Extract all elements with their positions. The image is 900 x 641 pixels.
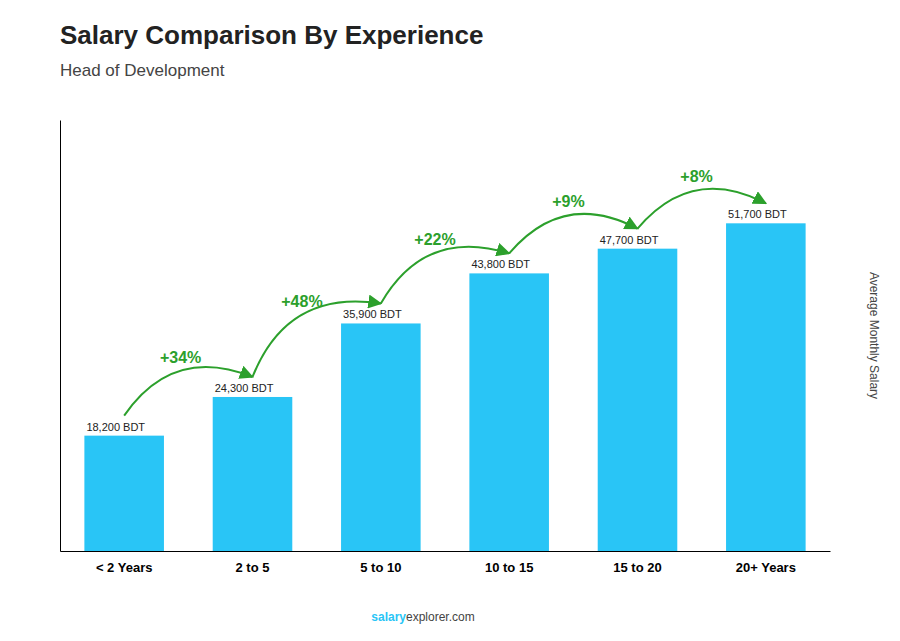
bars: [84, 223, 805, 551]
x-tick-label: 10 to 15: [485, 560, 533, 575]
subtitle: Head of Development: [60, 61, 225, 80]
y-axis-title: Average Monthly Salary: [867, 272, 881, 399]
value-label: 24,300 BDT: [215, 382, 274, 394]
x-tick: 10 to 15: [485, 560, 533, 575]
x-tick: 15 to 20: [613, 560, 661, 575]
change-arrow: [638, 189, 766, 229]
bar: [598, 249, 678, 551]
x-tick: < 2 Years: [96, 560, 153, 575]
change-label: +48%: [281, 293, 322, 310]
x-tick-label: 5 to 10: [360, 560, 401, 575]
change-arrow: [124, 367, 252, 416]
bar: [469, 273, 549, 551]
change-arrow: [253, 301, 381, 377]
x-tick-label: 15 to 20: [613, 560, 661, 575]
bar: [213, 397, 293, 551]
x-axis-line: [61, 551, 831, 552]
title: Salary Comparison By Experience: [60, 20, 483, 50]
change-label: +8%: [680, 168, 712, 185]
x-axis: < 2 Years 2 to 5 5 to 10 10 to 15 15 to 20 20…: [61, 552, 831, 576]
x-tick-label: 2 to 5: [236, 560, 270, 575]
value-label: 47,700 BDT: [600, 234, 659, 246]
change-label: +22%: [414, 231, 455, 248]
watermark: salaryexplorer.com: [371, 610, 474, 624]
watermark-part: salary: [371, 610, 406, 624]
bar: [726, 223, 806, 551]
plot: < 2 Years 2 to 5 5 to 10 10 to 15 15 to 20 20…: [61, 121, 831, 576]
value-label: 18,200 BDT: [86, 421, 145, 433]
value-label: 51,700 BDT: [728, 208, 787, 220]
value-label: 43,800 BDT: [471, 258, 530, 270]
chart: Salary Comparison By Experience Head of D…: [0, 0, 900, 641]
change-arrow: [509, 214, 637, 254]
value-label: 35,900 BDT: [343, 308, 402, 320]
x-tick: 2 to 5: [236, 560, 270, 575]
bar: [84, 436, 164, 551]
bar: [341, 323, 421, 551]
x-tick: 5 to 10: [360, 560, 401, 575]
y-axis-line: [60, 121, 61, 552]
change-label: +34%: [160, 349, 201, 366]
y-axis: [60, 121, 61, 552]
x-tick-label: < 2 Years: [96, 560, 153, 575]
watermark-part: explorer.com: [406, 610, 475, 624]
change-arrow: [381, 247, 509, 304]
x-tick: 20+ Years: [736, 560, 796, 575]
x-tick-label: 20+ Years: [736, 560, 796, 575]
change-label: +9%: [552, 193, 584, 210]
